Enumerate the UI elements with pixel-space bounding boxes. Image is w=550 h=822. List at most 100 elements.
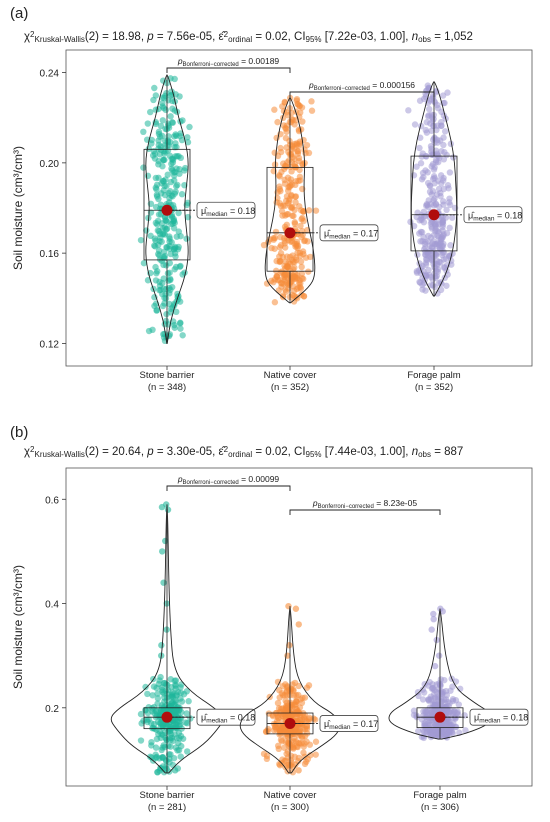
data-point [165,277,172,284]
data-point [160,156,167,164]
data-point [176,706,183,714]
stats-test-value: (2) = 18.98, [85,31,147,43]
median-sub: median [329,724,351,731]
median-sub: median [473,215,495,222]
data-point [305,682,313,689]
data-point [442,687,450,695]
data-point [303,722,310,729]
data-point [287,203,294,211]
data-point [166,233,173,240]
data-point [303,738,310,745]
data-point [177,325,184,332]
data-point [440,134,447,141]
comparison-label: pBonferroni−corrected = 0.00189 [177,56,280,68]
group-1: μ̂median = 0.18 [110,501,256,776]
data-point-outlier [162,537,169,545]
data-point [416,144,423,152]
data-point [159,94,166,101]
data-point [283,730,291,737]
data-point [137,236,145,244]
stats-effect-name: ordinal [228,450,252,459]
data-point [425,725,432,733]
data-point [262,728,270,736]
data-point [140,128,147,136]
y-axis-label: Soil moisture (cm³/cm³) [11,565,25,689]
median-label: μ̂median = 0.18 [201,206,255,218]
data-point [301,715,308,722]
y-tick-label: 0.6 [45,495,59,506]
data-point [296,729,303,736]
data-point [425,232,432,240]
data-point [294,230,301,238]
median-symbol: μ̂ [201,713,208,723]
data-point [281,237,288,245]
median-label-box [196,708,256,726]
data-point [175,209,182,217]
data-point [417,160,425,167]
stats-test-value: (2) = 20.64, [85,446,147,458]
data-point [300,217,307,225]
stats-chi-sup: 2 [30,445,35,454]
x-tick-n-label: (n = 306) [421,802,459,813]
data-point-outlier [171,767,179,774]
box [266,166,314,272]
data-point [286,137,293,145]
data-point [155,130,163,138]
data-point [301,760,309,768]
data-point [278,283,285,290]
data-point [173,233,180,240]
data-point [165,122,172,129]
data-point [290,212,297,220]
data-point [440,174,447,182]
comparison-bracket [289,91,435,97]
stats-ci-value: [7.44e-03, 1.00], [322,446,412,458]
data-point [443,206,450,214]
data-point [419,286,426,293]
data-point [162,106,170,114]
median-label: μ̂median = 0.17 [324,228,378,240]
comparison-p-value: = 8.23e-05 [374,498,418,508]
data-point [164,137,172,144]
data-point [276,173,283,180]
data-point [159,230,167,238]
data-point [137,737,145,744]
data-point [424,169,431,176]
data-point [441,676,448,684]
x-tick-n-label: (n = 352) [415,382,453,393]
data-point [292,199,299,206]
data-point [152,174,160,182]
data-point-outlier [295,621,302,628]
data-point [157,673,164,681]
median-symbol: μ̂ [324,228,331,238]
data-point [161,294,168,302]
data-point [152,219,160,227]
median-symbol: μ̂ [324,719,331,729]
x-tick-n-label: (n = 348) [148,382,186,393]
data-point [293,692,300,699]
data-point [291,258,298,266]
data-point [443,151,450,159]
stats-chi: χ [24,446,30,458]
data-point [462,727,469,734]
data-point [281,744,288,751]
data-point [445,199,453,206]
stats-test-name: Kruskal-Wallis [35,450,85,459]
data-point [279,253,287,261]
data-point [297,126,305,133]
data-point [169,159,177,166]
stats-test-name: Kruskal-Wallis [35,35,85,44]
y-tick-label: 0.2 [45,704,59,715]
data-point [449,696,457,703]
data-point [276,244,284,251]
data-point [147,108,154,116]
data-point-outlier [435,652,443,659]
data-point [153,307,160,314]
data-point [443,731,450,739]
data-point [284,174,292,181]
comparison-label: pBonferroni−corrected = 0.000156 [308,80,415,92]
comparison-p-sub: Bonferroni−corrected [314,86,370,92]
data-point-outlier [285,602,292,610]
data-point [285,259,293,266]
data-point [447,242,454,249]
stats-effect-sup: 2 [224,445,229,454]
